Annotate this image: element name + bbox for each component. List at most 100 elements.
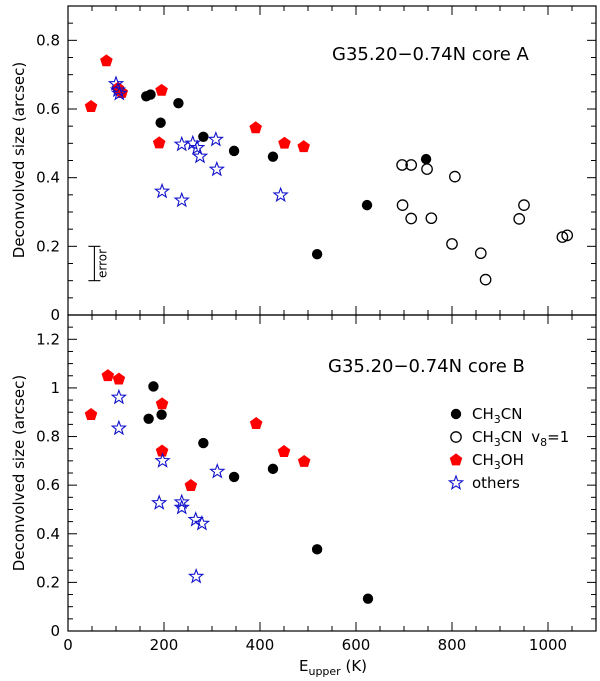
- legend-label-tail: CN: [501, 405, 523, 423]
- axis-ticks-top: 0 0.2 0.4 0.6 0.8: [36, 5, 597, 324]
- y-tick-label: 0.8: [36, 31, 60, 49]
- point-ch3oh: [184, 479, 198, 491]
- y-axis-title-bottom: Deconvolved size (arcsec): [10, 375, 28, 571]
- point-ch3cn: [267, 463, 279, 475]
- point-ch3cn-v8-1: [518, 199, 530, 211]
- point-ch3cn: [362, 593, 374, 604]
- point-ch3oh: [249, 121, 262, 134]
- x-tick-label: 0: [63, 636, 73, 654]
- point-ch3cn: [361, 199, 373, 211]
- point-ch3cn-v8-1: [556, 231, 569, 243]
- point-ch3cn: [156, 409, 167, 420]
- point-others: [173, 493, 190, 510]
- panel-core-a: 0 0.2 0.4 0.6 0.8 G35.20−0.74N core A error: [36, 5, 597, 324]
- legend-label: CH3OH: [472, 451, 524, 472]
- point-ch3cn: [228, 145, 240, 157]
- y-tick-label: 1.2: [36, 330, 60, 348]
- point-others: [151, 494, 168, 510]
- point-others: [208, 160, 225, 177]
- point-ch3cn-v8-1: [446, 238, 458, 250]
- x-tick-label: 600: [342, 636, 371, 654]
- legend-label-sub: 3: [494, 459, 501, 472]
- point-others: [188, 139, 206, 155]
- y-axis-title-top: Deconvolved size (arcsec): [10, 62, 28, 258]
- y-tick-label: 0.6: [36, 476, 60, 494]
- point-others: [110, 419, 128, 436]
- legend-label-main: CH: [472, 428, 494, 446]
- point-ch3cn: [148, 381, 159, 392]
- axis-ticks-bottom: 0 0.2 0.4 0.6 0.8 1 1.2 0 200 400 600 800 1000: [36, 314, 597, 654]
- point-ch3oh: [297, 454, 311, 467]
- legend-label-main: CH: [472, 405, 494, 423]
- point-others: [193, 514, 211, 531]
- legend-label-vib: v: [526, 428, 540, 446]
- point-others: [111, 84, 128, 101]
- point-others: [187, 511, 204, 527]
- error-bar: error: [88, 245, 109, 282]
- point-ch3cn: [145, 89, 156, 100]
- legend-label-tail: OH: [501, 451, 524, 469]
- y-tick-label: 0.2: [36, 237, 60, 255]
- point-ch3cn-v8-1: [449, 170, 461, 183]
- x-tick-label: 200: [150, 636, 179, 654]
- point-others: [154, 452, 171, 468]
- point-ch3cn: [173, 97, 184, 109]
- legend-label-sub: 3: [494, 413, 501, 426]
- point-ch3oh: [84, 100, 98, 112]
- legend-marker: [450, 431, 462, 443]
- legend-marker: [450, 408, 462, 420]
- y-tick-label: 0: [50, 622, 60, 640]
- point-others: [173, 135, 190, 152]
- point-ch3oh: [152, 136, 166, 149]
- point-others: [110, 388, 128, 405]
- point-ch3cn: [267, 151, 279, 162]
- point-ch3cn: [228, 471, 240, 483]
- legend-label-vib-tail: =1: [547, 428, 569, 446]
- point-ch3cn: [420, 153, 432, 165]
- point-ch3oh: [84, 408, 98, 420]
- y-tick-label: 0: [50, 306, 60, 324]
- y-tick-label: 0.4: [36, 525, 60, 543]
- point-ch3oh: [100, 54, 113, 67]
- y-tick-label: 1: [50, 379, 60, 397]
- point-others: [173, 498, 190, 515]
- y-tick-label: 0.4: [36, 169, 60, 187]
- point-ch3cn-v8-1: [561, 229, 574, 242]
- point-ch3oh: [155, 397, 169, 410]
- point-ch3cn-v8-1: [425, 212, 438, 225]
- panel-title-core-a: G35.20−0.74N core A: [332, 44, 530, 65]
- panel-core-b: 0 0.2 0.4 0.6 0.8 1 1.2 0 200 400 600 800 1000 G35.2…: [36, 314, 597, 654]
- point-ch3cn-v8-1: [396, 159, 408, 171]
- point-ch3cn-v8-1: [513, 213, 526, 225]
- panel-title-core-b: G35.20−0.74N core B: [328, 356, 525, 377]
- point-ch3cn-v8-1: [479, 273, 492, 286]
- x-tick-label: 1000: [529, 636, 567, 654]
- y-tick-label: 0.6: [36, 100, 60, 118]
- legend-marker: [447, 474, 465, 490]
- point-ch3cn-v8-1: [405, 159, 418, 171]
- x-axis-title-unit: (K): [341, 657, 367, 675]
- x-tick-label: 400: [246, 636, 275, 654]
- point-ch3cn: [311, 249, 323, 260]
- x-axis-title: Eupper (K): [299, 657, 367, 678]
- point-ch3oh: [277, 445, 291, 457]
- point-others: [109, 81, 127, 98]
- legend-label: CH3CN: [472, 405, 522, 426]
- legend-label-tail: CN: [501, 428, 523, 446]
- point-others: [191, 147, 209, 164]
- point-ch3oh: [155, 83, 168, 96]
- point-ch3cn-v8-1: [474, 247, 487, 260]
- point-others: [207, 130, 225, 147]
- point-ch3oh: [249, 417, 263, 429]
- point-ch3oh: [112, 372, 126, 385]
- legend-label-main: CH: [472, 451, 494, 469]
- legend-label: CH3CN v8=1: [472, 428, 569, 449]
- x-axis-title-main: E: [299, 657, 308, 675]
- point-ch3oh: [278, 136, 291, 149]
- point-ch3cn: [311, 544, 323, 555]
- point-others: [209, 462, 226, 479]
- error-bar-label: error: [95, 249, 109, 278]
- point-ch3cn-v8-1: [405, 212, 418, 225]
- point-ch3cn: [198, 131, 209, 143]
- point-ch3cn-v8-1: [421, 163, 433, 175]
